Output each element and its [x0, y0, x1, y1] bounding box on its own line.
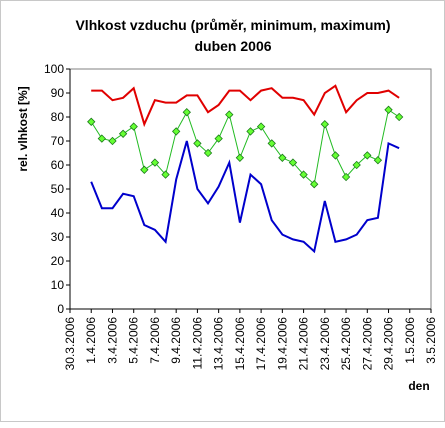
data-point	[373, 156, 383, 165]
data-point	[161, 170, 170, 179]
data-point	[341, 172, 351, 182]
x-tick-label: 29.4.2006	[382, 317, 396, 371]
data-point	[267, 139, 276, 148]
y-tick-label: 90	[51, 86, 65, 100]
x-tick-label: 13.4.2006	[212, 317, 226, 371]
data-point	[288, 158, 298, 167]
y-tick-label: 0	[57, 302, 64, 316]
x-tick-label: 19.4.2006	[275, 317, 289, 371]
y-tick-label: 30	[51, 230, 65, 244]
x-tick-label: 5.4.2006	[127, 317, 141, 364]
data-point	[225, 110, 234, 119]
x-tick-label: 1.5.2006	[403, 317, 417, 364]
data-point	[150, 158, 160, 167]
x-tick-label: 23.4.2006	[318, 317, 332, 371]
y-tick-label: 20	[51, 254, 65, 268]
x-tick-label: 15.4.2006	[233, 317, 247, 371]
plot-background	[69, 68, 432, 310]
y-tick-label: 60	[51, 158, 65, 172]
data-point	[129, 122, 138, 131]
plot-area: 0 10 20 30 40 50 60 70 80 90 100 30.3.2006 1.4.2006 3…	[44, 62, 438, 370]
x-tick-label: 27.4.2006	[360, 317, 374, 371]
data-point	[331, 151, 340, 160]
data-point	[310, 180, 319, 189]
data-point	[235, 153, 245, 162]
x-tick-label: 11.4.2006	[190, 317, 204, 370]
data-point	[97, 134, 107, 143]
y-tick-label: 100	[44, 62, 64, 76]
minimum-series-line	[90, 140, 400, 254]
x-tick-label: 21.4.2006	[297, 317, 311, 371]
y-tick-label: 80	[51, 110, 65, 124]
data-point	[394, 112, 404, 122]
data-point	[108, 136, 117, 146]
x-tick-label: 30.3.2006	[63, 317, 77, 371]
x-tick-label: 7.4.2006	[148, 317, 162, 364]
maximum-series-line	[91, 84, 400, 128]
data-point	[193, 139, 202, 148]
data-point	[352, 160, 361, 170]
y-axis-label: rel. vlhkost [%]	[16, 86, 30, 171]
y-tick-label: 50	[51, 182, 65, 196]
data-point	[256, 122, 266, 131]
y-tick-label: 40	[51, 206, 65, 220]
chart-subtitle: duben 2006	[194, 38, 271, 54]
x-tick-label: 3.5.2006	[424, 317, 438, 364]
x-tick-label: 25.4.2006	[339, 317, 353, 371]
data-point	[118, 129, 128, 138]
x-tick-label: 17.4.2006	[254, 317, 268, 371]
data-point	[299, 170, 308, 179]
data-point	[214, 134, 223, 143]
x-tick-label: 9.4.2006	[169, 317, 183, 364]
data-point	[363, 151, 372, 160]
data-point	[203, 148, 213, 158]
chart-title: Vlhkost vzduchu (průměr, minimum, maximu…	[75, 17, 390, 33]
x-tick-label: 1.4.2006	[84, 317, 98, 364]
data-point	[172, 127, 181, 136]
data-point	[140, 165, 149, 174]
x-axis-label: den	[408, 379, 429, 393]
data-point	[384, 105, 393, 114]
y-tick-label: 70	[51, 134, 65, 148]
data-point	[246, 127, 255, 136]
data-point	[320, 120, 329, 129]
x-tick-label: 3.4.2006	[105, 317, 119, 364]
data-point	[87, 117, 96, 126]
data-point	[278, 153, 287, 162]
y-tick-label: 10	[51, 278, 65, 292]
data-point	[182, 108, 191, 117]
